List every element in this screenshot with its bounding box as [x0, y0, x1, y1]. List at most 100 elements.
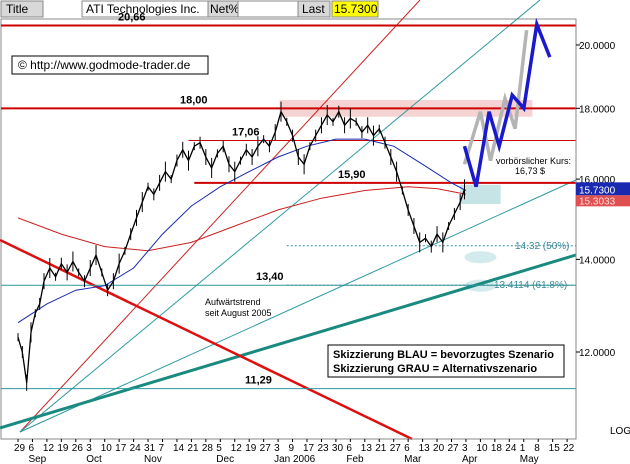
y-tick-label-3: 14.0000: [579, 255, 616, 266]
net-value-box: [237, 0, 299, 18]
drawing-lines: [0, 0, 577, 441]
ma-red: [17, 186, 466, 252]
scenario-gray: [462, 29, 529, 165]
x-tick-label-14: 5: [216, 443, 222, 454]
y-tick-label-0: 20.0000: [579, 41, 616, 52]
ma-blue: [17, 138, 467, 324]
x-tick-label-15: 12: [231, 443, 243, 454]
header-bar: Title ATI Technologies Inc. Net% Last 15…: [0, 0, 379, 18]
scenario-blue: [462, 17, 552, 188]
uptrend-label-line1: Aufwärtstrend: [205, 297, 261, 307]
y-tick-label-4: 12.0000: [579, 348, 616, 359]
x-tick-label-9: 31: [144, 443, 156, 454]
y-tick-label-2: 16.0000: [579, 175, 616, 186]
level-label-5: 11,29: [245, 375, 272, 387]
x-tick-label-5: 3: [86, 443, 92, 454]
level-label-4: 13,40: [256, 271, 284, 283]
x-tick-label-27: 6: [404, 443, 410, 454]
level-label-3: 15,90: [338, 169, 366, 181]
title-tab[interactable]: [0, 0, 44, 18]
axes: 20.0000 18.0000 16.0000 14.0000 12.0000 15.73…: [1, 19, 630, 464]
fibo-label-0: 14.32 (50%): [515, 241, 569, 252]
last-tab[interactable]: [297, 0, 331, 18]
level-labels: 20,66 18,00 17,06 15,90 13,40 11,29 14.32 (50%…: [118, 11, 569, 386]
x-tick-label-7: 17: [115, 443, 127, 454]
x-tick-label-4: 26: [72, 443, 84, 454]
x-tick-label-17: 27: [260, 443, 272, 454]
last-label: Last: [302, 2, 325, 16]
prev-price-label: 15.3033: [579, 196, 616, 207]
net-label: Net%: [210, 2, 240, 16]
x-month-label-6: Mar: [404, 454, 422, 464]
uptrend-line: [0, 253, 577, 430]
x-tick-label-26: 27: [390, 443, 402, 454]
x-month-label-0: Sep: [28, 454, 46, 464]
x-tick-label-28: 13: [419, 443, 431, 454]
x-tick-label-32: 10: [476, 443, 488, 454]
fibo-label-1: 13.4114 (61.8%): [494, 280, 567, 291]
x-tick-label-37: 15: [549, 443, 561, 454]
level-label-0: 20,66: [118, 11, 146, 23]
x-tick-label-30: 27: [448, 443, 460, 454]
legend-blue: Skizzierung BLAU = bevorzugtes Szenario: [333, 349, 554, 361]
x-tick-label-12: 21: [187, 443, 199, 454]
x-tick-label-11: 14: [173, 443, 185, 454]
x-month-label-3: Dec: [216, 454, 234, 464]
x-tick-label-1: 6: [28, 443, 34, 454]
x-tick-label-36: 8: [534, 443, 540, 454]
log-mode-label: LOG: [610, 426, 630, 437]
x-tick-label-0: 29: [14, 443, 26, 454]
x-tick-label-31: 3: [462, 443, 468, 454]
x-tick-label-23: 6: [346, 443, 352, 454]
x-tick-label-16: 19: [245, 443, 257, 454]
x-tick-label-19: 9: [289, 443, 295, 454]
forecast-label-line1: vorbörslicher Kurs:: [496, 156, 571, 166]
level-label-1: 18,00: [180, 94, 208, 106]
instrument-name: ATI Technologies Inc.: [86, 2, 200, 16]
channel-upper-red: [19, 0, 421, 433]
y-tick-label-1: 18.0000: [579, 104, 616, 115]
watermark: © http://www.godmode-trader.de: [11, 55, 209, 75]
x-tick-label-13: 28: [202, 443, 214, 454]
uptrend-label-line2: seit August 2005: [205, 308, 272, 318]
x-tick-label-38: 22: [563, 443, 575, 454]
title-tab-label: Title: [6, 2, 29, 16]
x-tick-label-35: 1: [520, 443, 526, 454]
x-tick-label-29: 20: [433, 443, 445, 454]
x-tick-label-8: 24: [130, 443, 142, 454]
legend-gray: Skizzierung GRAU = Alternativszenario: [333, 363, 537, 375]
price-series: [17, 101, 466, 391]
scenario-paths: [462, 17, 552, 188]
support-ellipse-1: [464, 251, 497, 264]
x-month-label-8: May: [520, 454, 539, 464]
scenario-legend: Skizzierung BLAU = bevorzugtes Szenario …: [327, 344, 565, 378]
x-month-label-7: Apr: [462, 454, 478, 464]
last-price-label: 15.7300: [579, 185, 616, 196]
last-value: 15.7300: [334, 2, 378, 16]
x-tick-label-10: 7: [159, 443, 165, 454]
x-tick-label-6: 10: [101, 443, 113, 454]
x-tick-label-34: 24: [505, 443, 517, 454]
moving-averages: [17, 138, 467, 324]
x-tick-label-18: 3: [274, 443, 280, 454]
x-tick-label-21: 23: [317, 443, 329, 454]
channel-upper-teal: [19, 0, 541, 433]
price-line: [17, 110, 466, 383]
support-zone: [460, 184, 501, 205]
last-price-box: [576, 182, 630, 196]
x-month-label-5: Feb: [346, 454, 364, 464]
channel-lower-teal: [19, 179, 577, 433]
level-label-2: 17,06: [232, 127, 260, 139]
x-month-label-2: Nov: [144, 454, 162, 464]
x-tick-label-3: 19: [57, 443, 69, 454]
x-tick-label-24: 13: [361, 443, 373, 454]
x-month-label-4: Jan 2006: [274, 454, 316, 464]
x-tick-label-33: 18: [491, 443, 503, 454]
x-tick-label-25: 21: [375, 443, 387, 454]
last-value-box: [331, 0, 379, 18]
watermark-text: © http://www.godmode-trader.de: [18, 58, 191, 72]
downtrend-line: [0, 238, 413, 441]
x-tick-label-22: 30: [332, 443, 344, 454]
x-month-label-1: Oct: [86, 454, 102, 464]
